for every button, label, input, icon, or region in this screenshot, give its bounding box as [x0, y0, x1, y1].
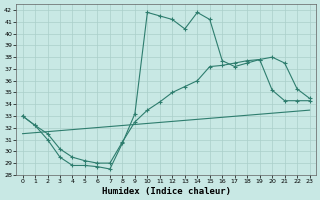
X-axis label: Humidex (Indice chaleur): Humidex (Indice chaleur) — [101, 187, 231, 196]
